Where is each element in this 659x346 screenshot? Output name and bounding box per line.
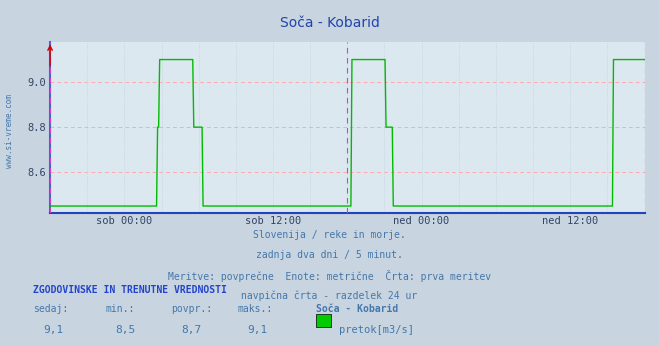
Text: 9,1: 9,1 — [43, 325, 63, 335]
Text: 9,1: 9,1 — [247, 325, 268, 335]
Text: zadnja dva dni / 5 minut.: zadnja dva dni / 5 minut. — [256, 250, 403, 260]
Text: 8,5: 8,5 — [115, 325, 136, 335]
Text: povpr.:: povpr.: — [171, 304, 212, 315]
Text: Slovenija / reke in morje.: Slovenija / reke in morje. — [253, 230, 406, 240]
Text: Meritve: povprečne  Enote: metrične  Črta: prva meritev: Meritve: povprečne Enote: metrične Črta:… — [168, 270, 491, 282]
Text: Soča - Kobarid: Soča - Kobarid — [316, 304, 399, 315]
Text: sedaj:: sedaj: — [33, 304, 68, 315]
Text: navpična črta - razdelek 24 ur: navpična črta - razdelek 24 ur — [241, 290, 418, 301]
Text: min.:: min.: — [105, 304, 135, 315]
Text: ZGODOVINSKE IN TRENUTNE VREDNOSTI: ZGODOVINSKE IN TRENUTNE VREDNOSTI — [33, 285, 227, 295]
Text: www.si-vreme.com: www.si-vreme.com — [5, 94, 14, 169]
Text: pretok[m3/s]: pretok[m3/s] — [339, 325, 414, 335]
Text: Soča - Kobarid: Soča - Kobarid — [279, 16, 380, 29]
Text: 8,7: 8,7 — [181, 325, 202, 335]
Text: maks.:: maks.: — [237, 304, 272, 315]
